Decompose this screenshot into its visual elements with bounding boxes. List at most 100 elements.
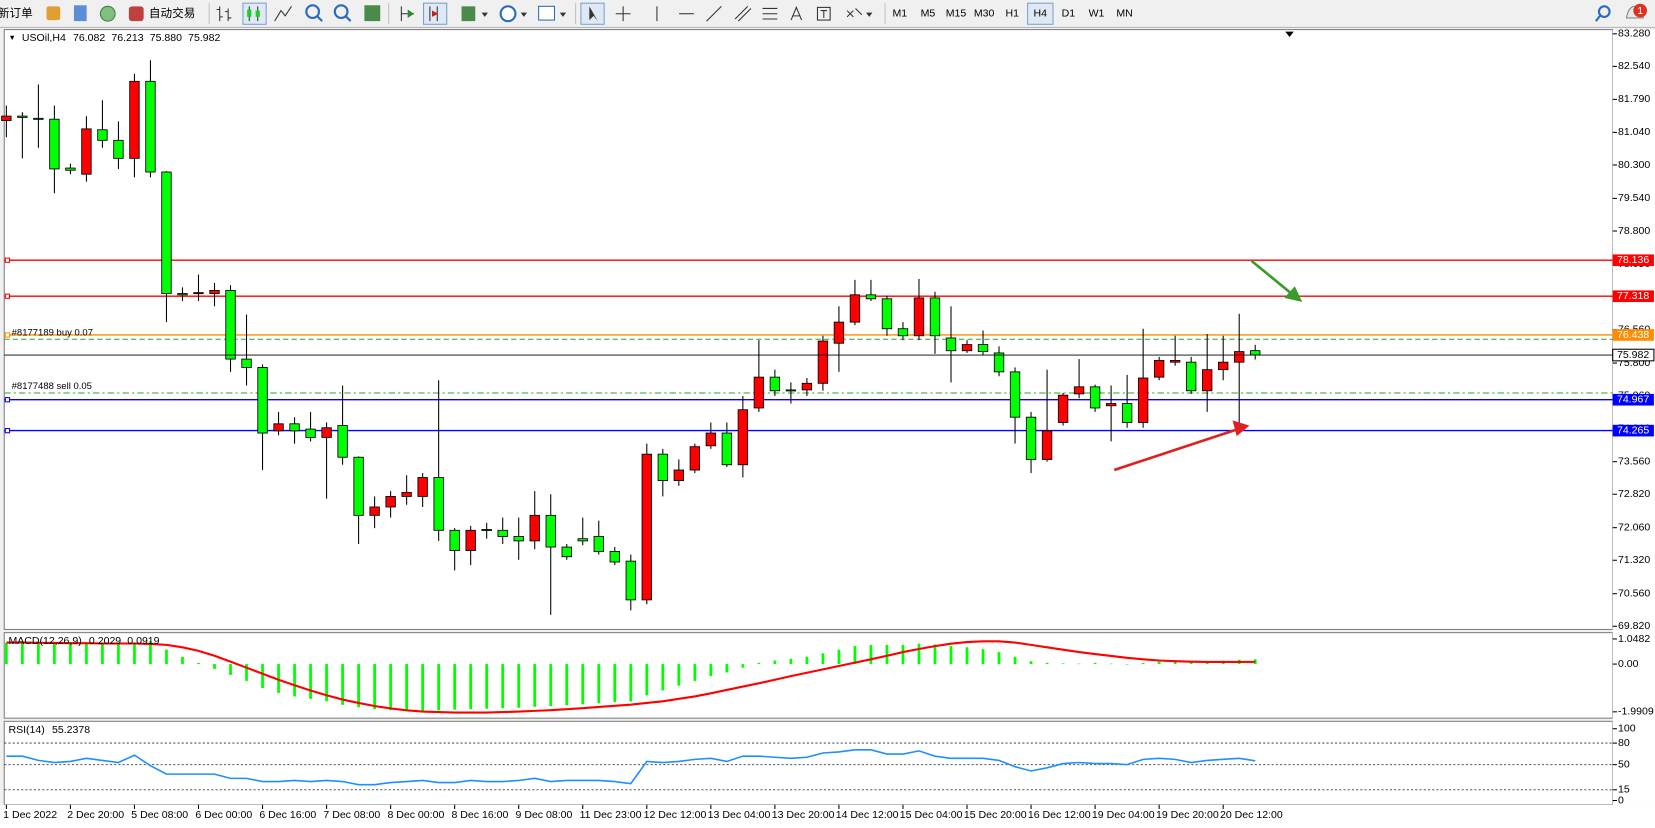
- x-tick-label: 15 Dec 20:00: [964, 809, 1027, 821]
- histogram-bar: [4, 642, 8, 665]
- histogram-bar: [853, 646, 857, 665]
- timeframe-button[interactable]: MN: [1116, 8, 1132, 20]
- ohlc-open: 76.082: [73, 32, 105, 44]
- candle-body: [193, 292, 204, 295]
- histogram-bar: [405, 664, 409, 711]
- y-tick-label: -1.9909: [1618, 706, 1654, 718]
- histogram-bar: [21, 642, 24, 665]
- level-handle: [4, 332, 11, 338]
- histogram-bar: [53, 643, 56, 665]
- y-tick-label: 83.280: [1618, 28, 1650, 40]
- timeframe-button[interactable]: M15: [946, 8, 967, 20]
- candle-body: [1185, 361, 1197, 392]
- notification-badge[interactable]: [1633, 3, 1648, 18]
- timeframe-button[interactable]: M5: [921, 8, 936, 20]
- icon[interactable]: [73, 5, 87, 22]
- histogram-bar: [645, 664, 649, 696]
- current-price-box: [1612, 348, 1655, 362]
- candle-body: [881, 298, 893, 330]
- zoom-out-icon[interactable]: [333, 4, 349, 20]
- crosshair-tool[interactable]: [615, 6, 631, 22]
- candle-body: [49, 118, 60, 170]
- candle-body: [369, 506, 380, 516]
- candle-body: [97, 129, 108, 141]
- indicators-icon[interactable]: [461, 6, 476, 22]
- candle-body: [113, 139, 124, 159]
- timeframe-button[interactable]: H4: [1034, 8, 1048, 20]
- y-tick-label: 80.300: [1618, 159, 1650, 171]
- level-label-box: [1612, 254, 1654, 267]
- macd-main-value: 0.2029: [89, 635, 121, 647]
- histogram-bar: [1141, 662, 1145, 665]
- level-label: 77.318: [1617, 290, 1649, 302]
- current-price-label: 75.982: [1617, 349, 1649, 361]
- timeframe-button[interactable]: H1: [1005, 8, 1019, 20]
- trendline-tool[interactable]: [706, 5, 722, 22]
- y-tick-label: 81.040: [1618, 126, 1650, 138]
- y-tick-label: 71.320: [1618, 554, 1650, 566]
- header-arrow: ▼: [8, 33, 15, 42]
- candle-body: [609, 551, 620, 563]
- y-tick-label: 15: [1618, 784, 1630, 796]
- timeframe-button[interactable]: W1: [1089, 8, 1105, 20]
- channel-tool[interactable]: [734, 5, 752, 22]
- candle-body: [273, 423, 284, 432]
- candle-body: [177, 293, 188, 296]
- level-label-box: [1612, 393, 1654, 406]
- fibo-tool[interactable]: [762, 7, 778, 20]
- y-tick-label: 100: [1618, 723, 1636, 735]
- periods-icon[interactable]: [499, 5, 517, 23]
- histogram-bar: [117, 643, 120, 665]
- ohlc-close: 75.982: [188, 32, 220, 44]
- histogram-bar: [277, 664, 280, 693]
- histogram-bar: [421, 664, 425, 711]
- y-tick-label: 50: [1618, 758, 1630, 770]
- main-chart-panel: [3, 29, 1614, 630]
- rsi-header: RSI(14) 55.2378: [8, 724, 90, 736]
- histogram-bar: [37, 643, 40, 665]
- auto-trading-icon[interactable]: [128, 6, 144, 22]
- histogram-bar: [1093, 662, 1097, 665]
- candle-body: [1250, 350, 1261, 356]
- label-tool[interactable]: [816, 6, 831, 21]
- notification-count: 1: [1637, 5, 1643, 17]
- bar-chart-icon[interactable]: [216, 6, 232, 22]
- y-tick-label: 1.0482: [1618, 633, 1650, 645]
- histogram-bar: [1125, 664, 1129, 665]
- text-tool[interactable]: [790, 6, 803, 21]
- candle-body: [1137, 377, 1149, 423]
- timeframe-button[interactable]: D1: [1062, 8, 1076, 20]
- candle-body: [865, 294, 877, 300]
- histogram-bar: [709, 664, 713, 677]
- auto-trading-button[interactable]: 自动交易: [149, 6, 195, 20]
- y-tick-label: 69.820: [1618, 620, 1650, 632]
- x-tick-label: 16 Dec 12:00: [1028, 809, 1091, 821]
- timeframe-button[interactable]: M1: [893, 8, 908, 20]
- candle-body: [785, 389, 797, 392]
- candle-body: [1057, 394, 1069, 423]
- level-handle: [4, 427, 11, 434]
- search-button[interactable]: [1597, 5, 1611, 18]
- histogram-bar: [1173, 661, 1177, 665]
- icon[interactable]: [99, 5, 116, 22]
- level-label: 78.136: [1617, 254, 1649, 266]
- line-chart-icon[interactable]: [274, 6, 292, 22]
- candle-body: [161, 171, 172, 294]
- level-label-box: [1612, 424, 1654, 437]
- y-tick-label: 75.800: [1618, 357, 1650, 369]
- templates-icon[interactable]: [538, 5, 556, 21]
- timeframe-button[interactable]: M30: [974, 8, 995, 20]
- zoom-in-icon[interactable]: [305, 4, 321, 20]
- candle-body: [497, 529, 508, 537]
- new-order-button[interactable]: 新订单: [0, 6, 33, 20]
- candle-chart-icon[interactable]: [242, 2, 267, 25]
- y-tick-label: 73.560: [1618, 455, 1650, 467]
- candle-body: [65, 167, 76, 171]
- histogram-bar: [517, 664, 521, 708]
- histogram-bar: [1045, 662, 1049, 665]
- histogram-bar: [741, 664, 745, 668]
- tile-icon[interactable]: [364, 5, 381, 22]
- histogram-bar: [85, 643, 88, 665]
- arrows-tool[interactable]: [846, 8, 863, 18]
- icon[interactable]: [46, 6, 61, 21]
